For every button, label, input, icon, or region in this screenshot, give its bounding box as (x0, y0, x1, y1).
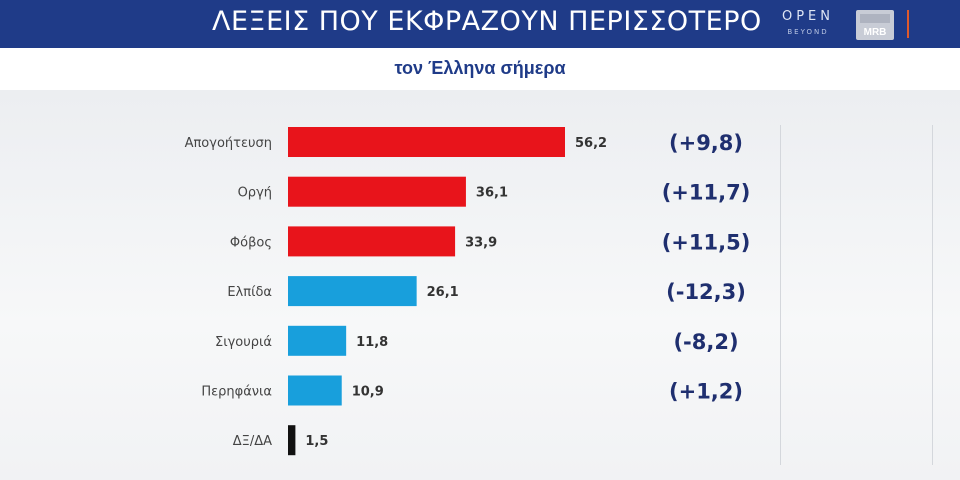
mrb-logo-text: MRB (863, 27, 887, 38)
change-label: (+11,5) (662, 230, 751, 254)
category-label: Απογοήτευση (185, 136, 272, 151)
value-label: 11,8 (356, 335, 388, 350)
bar (288, 176, 466, 207)
value-label: 26,1 (427, 285, 459, 300)
change-label: (+9,8) (669, 131, 743, 155)
category-label: Περηφάνια (201, 385, 272, 400)
guide-line (932, 125, 933, 465)
guide-line (780, 125, 781, 465)
bar (288, 375, 342, 406)
page-title: ΛΕΞΕΙΣ ΠΟΥ ΕΚΦΡΑΖΟΥΝ ΠΕΡΙΣΣΟΤΕΡΟ (212, 6, 762, 37)
value-label: 1,5 (305, 434, 328, 449)
category-label: Σιγουριά (215, 335, 272, 350)
value-label: 36,1 (476, 186, 508, 201)
open-logo: OPEN (781, 9, 834, 24)
bar (288, 226, 456, 257)
change-label: (+1,2) (669, 380, 743, 404)
page-subtitle: τον Έλληνα σήμερα (394, 58, 566, 78)
bar (288, 276, 417, 307)
bar (288, 127, 565, 157)
bar (288, 425, 296, 456)
value-label: 10,9 (352, 385, 384, 400)
open-beyond-logo-text: BEYOND (787, 28, 829, 36)
bar (288, 325, 347, 356)
header-bar: ΛΕΞΕΙΣ ΠΟΥ ΕΚΦΡΑΖΟΥΝ ΠΕΡΙΣΣΟΤΕΡΟ OPEN BE… (0, 0, 960, 48)
change-label: (-8,2) (673, 330, 738, 354)
subtitle-bar: τον Έλληνα σήμερα (0, 48, 960, 90)
change-label: (-12,3) (666, 280, 746, 304)
category-label: Ελπίδα (227, 285, 272, 300)
category-label: Οργή (238, 186, 272, 201)
mrb-logo-block (860, 14, 890, 23)
mrb-logo: MRB (856, 10, 894, 40)
value-label: 56,2 (575, 136, 607, 151)
category-label: Φόβος (230, 235, 272, 250)
value-label: 33,9 (465, 235, 497, 250)
category-label: ΔΞ/ΔΑ (233, 434, 272, 449)
change-label: (+11,7) (662, 181, 751, 205)
logo-divider (907, 10, 909, 38)
